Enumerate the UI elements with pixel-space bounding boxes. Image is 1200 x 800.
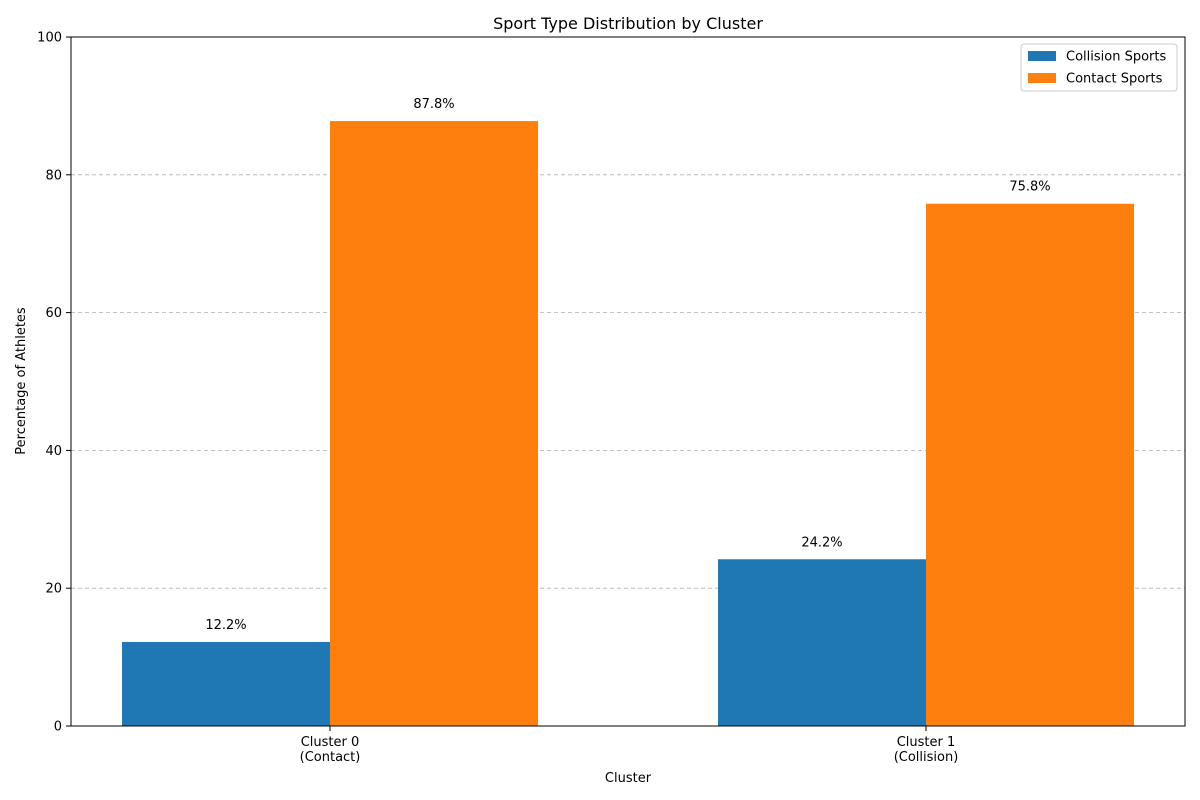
plot-area-frame xyxy=(70,36,1186,727)
y-tick-label: 100 xyxy=(37,31,62,46)
chart-title: Sport Type Distribution by Cluster xyxy=(493,14,763,33)
bar-0-0 xyxy=(122,641,330,726)
data-label: 87.8% xyxy=(413,97,454,112)
data-label: 24.2% xyxy=(801,535,842,550)
y-axis: 0 20 40 60 80 100 xyxy=(37,31,71,735)
y-tick-label: 40 xyxy=(45,444,62,459)
bar-1-1 xyxy=(926,203,1134,726)
data-labels: 12.2% 87.8% 24.2% 75.8% xyxy=(205,97,1050,633)
legend-frame xyxy=(1020,43,1178,92)
y-tick-label: 0 xyxy=(54,720,62,735)
legend-label: Contact Sports xyxy=(1066,72,1163,87)
legend-swatch xyxy=(1028,73,1056,83)
x-axis-label: Cluster xyxy=(605,771,652,786)
legend: Collision Sports Contact Sports xyxy=(1020,43,1178,92)
legend-swatch xyxy=(1028,51,1056,61)
x-tick-label: (Collision) xyxy=(894,750,959,765)
y-tick-label: 60 xyxy=(45,306,62,321)
x-tick-label: Cluster 0 xyxy=(301,735,360,750)
data-label: 12.2% xyxy=(205,618,246,633)
data-label: 75.8% xyxy=(1009,180,1050,195)
bar-0-1 xyxy=(718,559,926,726)
bars xyxy=(122,121,1134,727)
x-axis: Cluster 0(Contact) Cluster 1(Collision) xyxy=(300,726,959,765)
gridlines xyxy=(71,174,1185,589)
legend-label: Collision Sports xyxy=(1066,50,1166,65)
y-axis-label: Percentage of Athletes xyxy=(14,307,29,455)
x-tick-label: Cluster 1 xyxy=(897,735,956,750)
bar-1-0 xyxy=(330,121,538,727)
y-tick-label: 20 xyxy=(45,582,62,597)
x-tick-label: (Contact) xyxy=(300,750,361,765)
y-tick-label: 80 xyxy=(45,168,62,183)
